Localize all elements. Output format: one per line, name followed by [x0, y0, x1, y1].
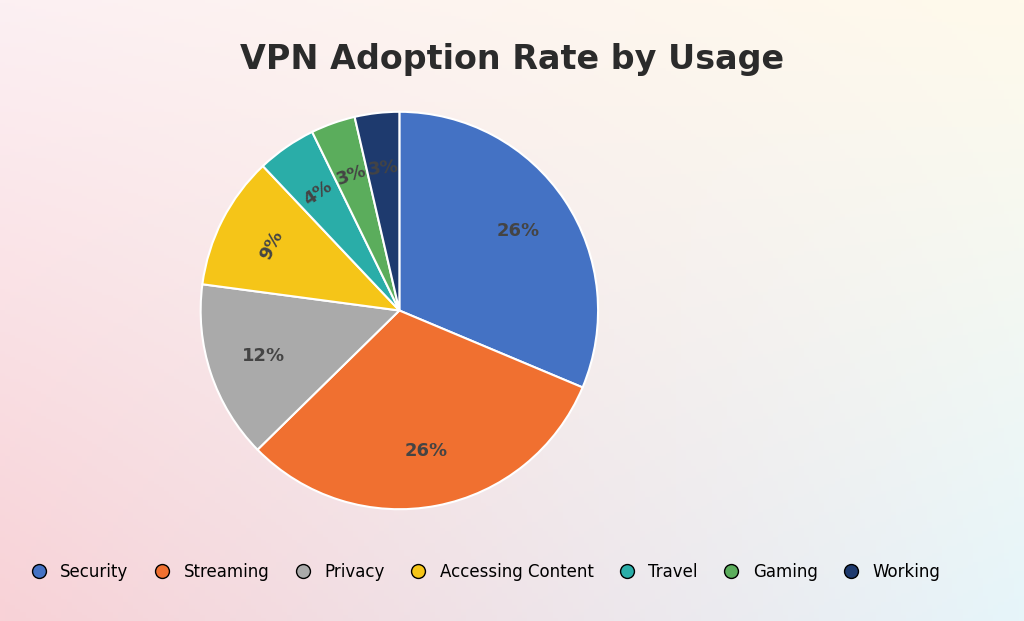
Text: 26%: 26%	[497, 222, 540, 240]
Text: 26%: 26%	[404, 442, 447, 460]
Legend: Security, Streaming, Privacy, Accessing Content, Travel, Gaming, Working: Security, Streaming, Privacy, Accessing …	[15, 556, 947, 588]
Wedge shape	[201, 284, 399, 450]
Text: 3%: 3%	[367, 158, 399, 179]
Wedge shape	[203, 166, 399, 310]
Text: 4%: 4%	[300, 177, 336, 209]
Wedge shape	[263, 132, 399, 310]
Text: 3%: 3%	[334, 162, 369, 189]
Wedge shape	[312, 117, 399, 310]
Wedge shape	[354, 112, 399, 310]
Wedge shape	[257, 310, 583, 509]
Text: 9%: 9%	[257, 227, 287, 263]
Text: VPN Adoption Rate by Usage: VPN Adoption Rate by Usage	[240, 43, 784, 76]
Text: 12%: 12%	[242, 347, 286, 365]
Wedge shape	[399, 112, 598, 388]
